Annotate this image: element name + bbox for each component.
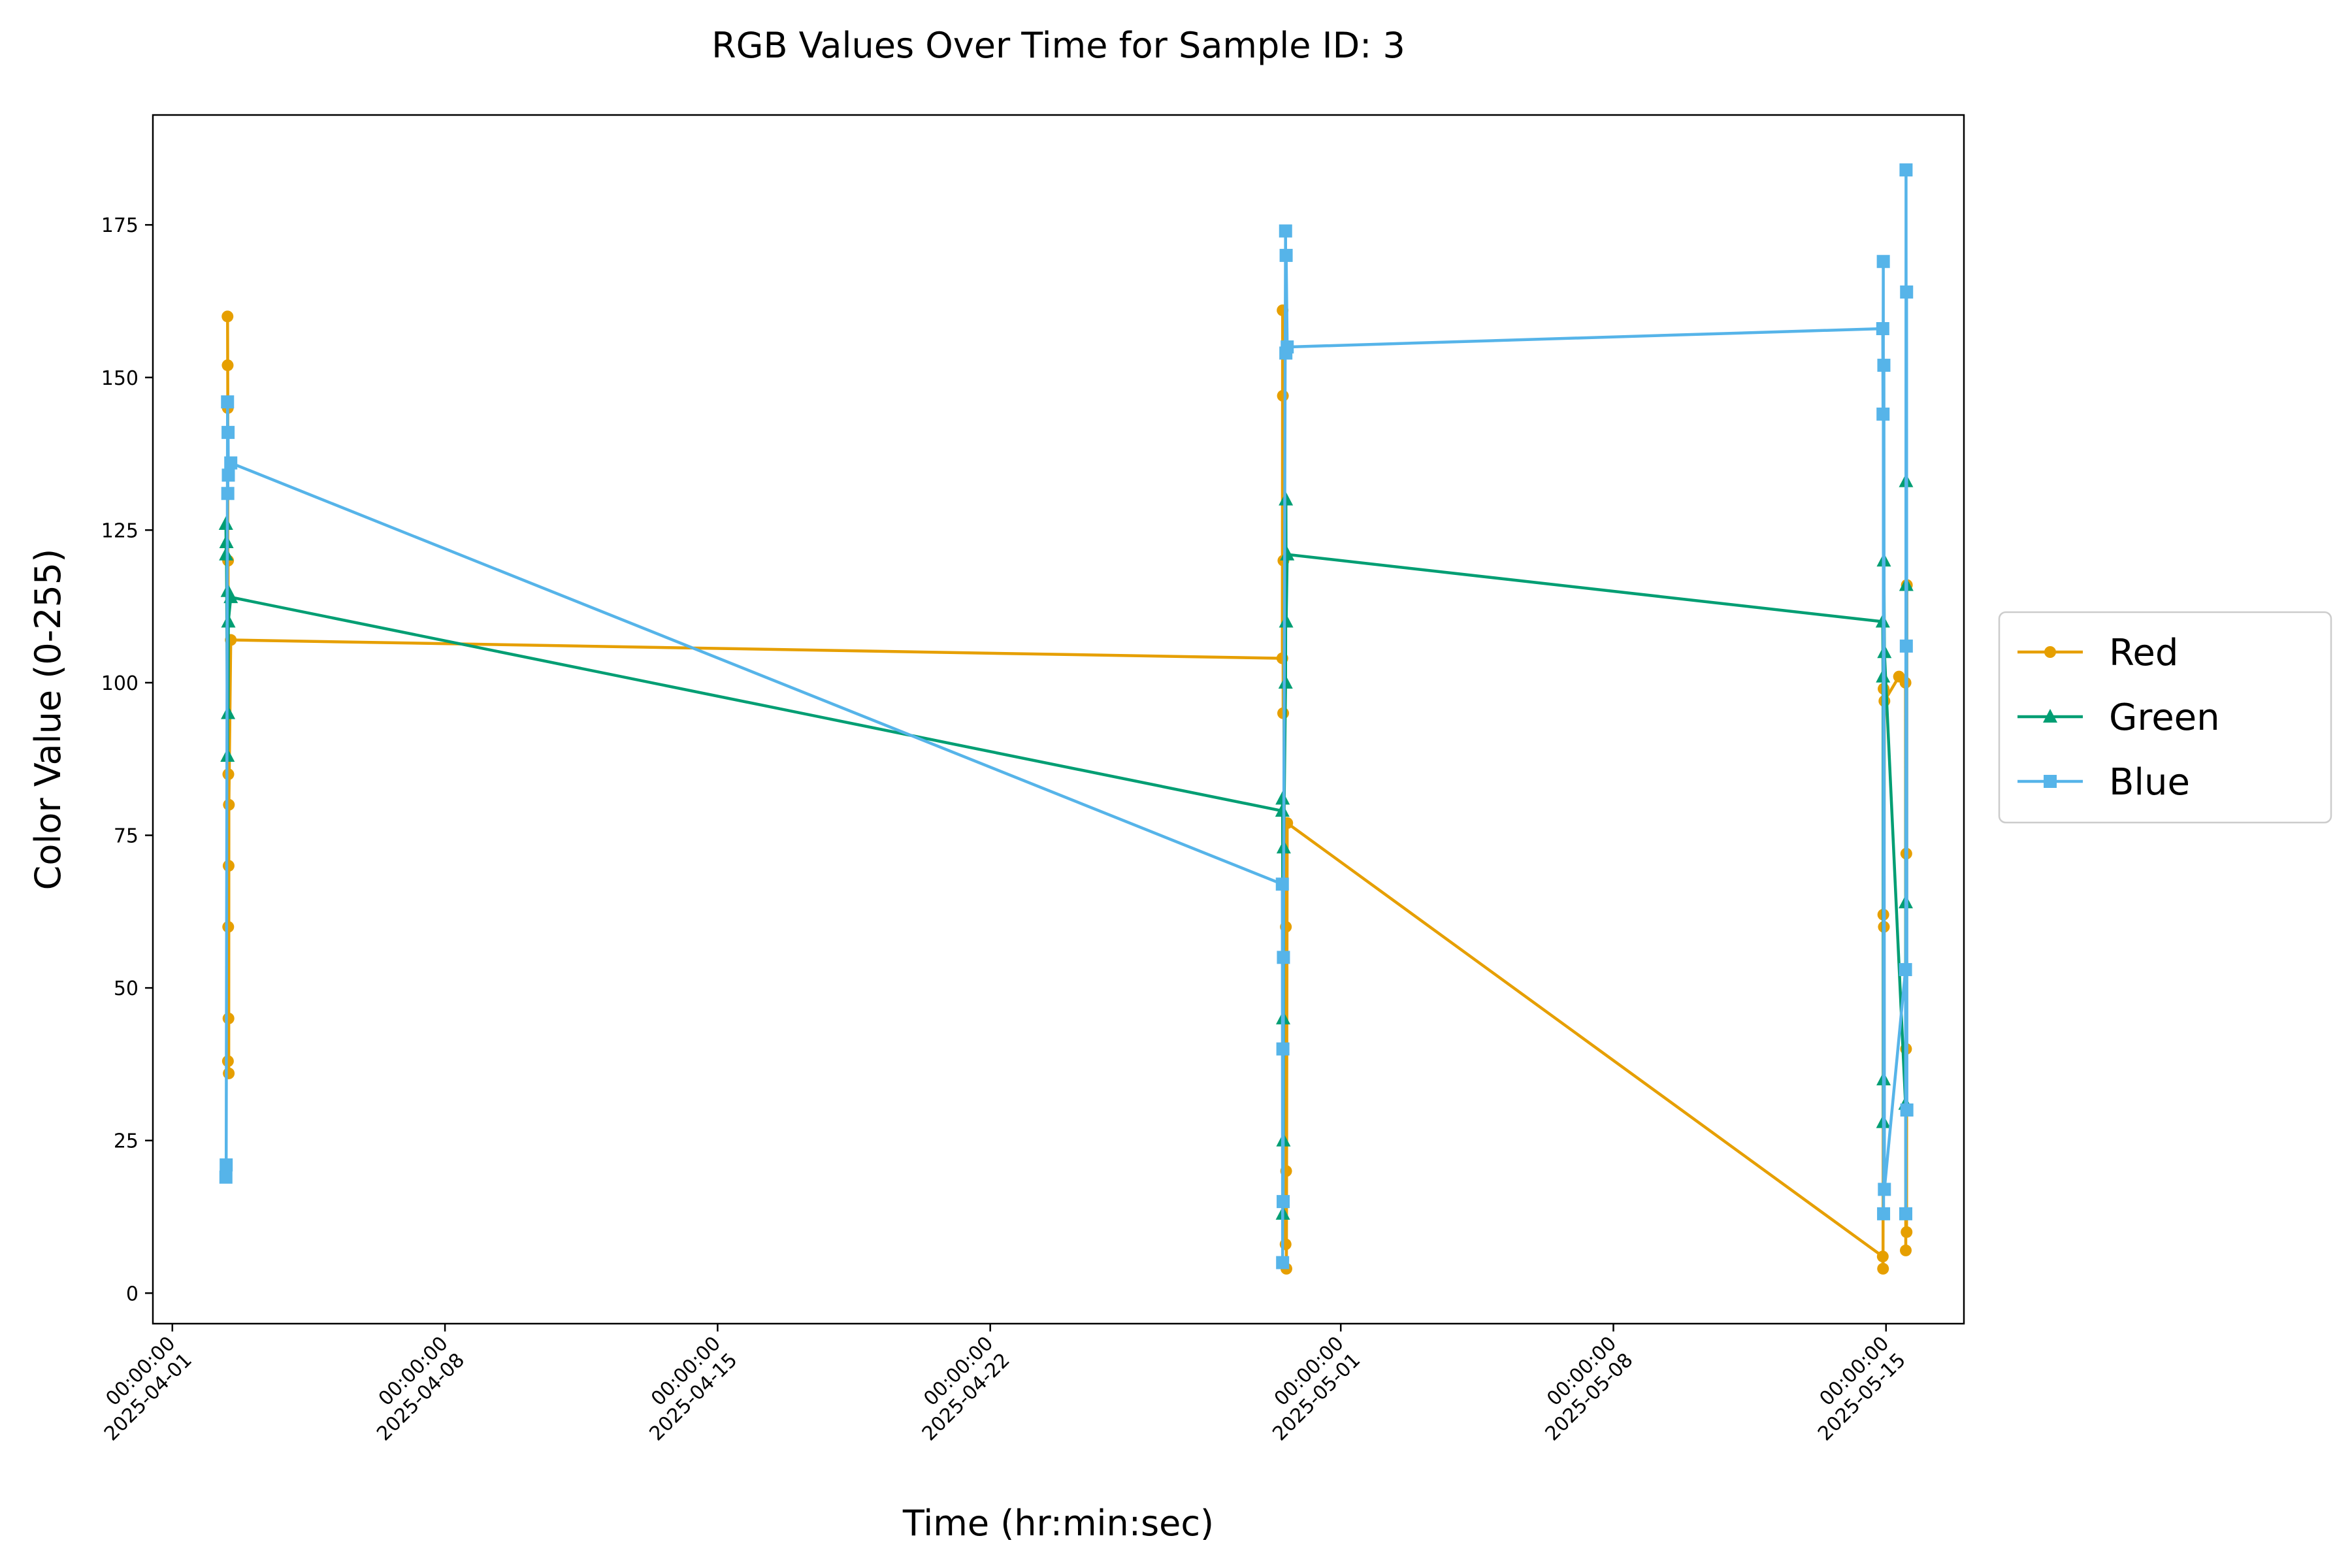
- legend-marker-green: [2043, 709, 2057, 723]
- red-point-30: [1899, 1244, 1912, 1256]
- red-point-33: [1901, 1226, 1913, 1238]
- blue-point-7: [1275, 877, 1289, 891]
- blue-point-12: [1279, 224, 1292, 238]
- y-tick-label-6: 150: [101, 367, 139, 390]
- legend-item-green: Green: [2017, 696, 2220, 739]
- red-point-1: [221, 359, 234, 372]
- blue-point-17: [1876, 407, 1890, 421]
- red-point-14: [1277, 389, 1289, 402]
- y-tick-label-5: 125: [101, 519, 139, 542]
- blue-point-0: [219, 1170, 233, 1184]
- blue-point-15: [1281, 340, 1294, 354]
- y-axis-title: Color Value (0-255): [27, 549, 69, 890]
- red-point-0: [221, 310, 234, 323]
- blue-point-21: [1878, 1183, 1891, 1196]
- blue-point-24: [1899, 163, 1913, 177]
- legend-box: [1998, 611, 2332, 824]
- blue-point-25: [1899, 639, 1913, 653]
- blue-point-23: [1899, 1207, 1912, 1220]
- y-tick-label-2: 50: [114, 977, 139, 1000]
- legend-item-red: Red: [2017, 632, 2178, 674]
- blue-point-5: [221, 468, 235, 482]
- y-tick-label-4: 100: [101, 672, 139, 695]
- blue-point-10: [1277, 1195, 1290, 1209]
- legend-label-green: Green: [2109, 696, 2220, 739]
- blue-point-19: [1877, 1207, 1891, 1220]
- x-axis-title: Time (hr:min:sec): [902, 1503, 1214, 1544]
- y-tick-label-0: 0: [126, 1282, 139, 1305]
- plot-layer: [218, 163, 1914, 1275]
- red-point-22: [1876, 1250, 1889, 1263]
- blue-point-18: [1876, 255, 1890, 269]
- legend-marker-blue: [2044, 775, 2057, 788]
- series-blue: [219, 163, 1914, 1269]
- legend-label-blue: Blue: [2109, 761, 2190, 804]
- blue-point-26: [1900, 285, 1914, 299]
- red-point-10: [223, 798, 235, 811]
- red-point-7: [222, 1012, 235, 1024]
- blue-point-4: [221, 425, 235, 439]
- blue-point-8: [1276, 1256, 1290, 1269]
- blue-point-3: [221, 487, 235, 500]
- green-point-16: [1279, 613, 1294, 628]
- green-point-8: [1275, 803, 1290, 817]
- blue-point-16: [1876, 322, 1889, 336]
- y-tick-label-7: 175: [101, 214, 139, 237]
- red-point-9: [223, 1067, 235, 1079]
- legend: Red Green Blue: [1998, 611, 2332, 824]
- blue-line: [224, 168, 1908, 1264]
- chart-title: RGB Values Over Time for Sample ID: 3: [711, 25, 1405, 66]
- blue-point-2: [221, 395, 235, 409]
- red-point-23: [1877, 1262, 1889, 1275]
- blue-point-1: [220, 1158, 233, 1172]
- red-point-8: [222, 860, 235, 872]
- legend-label-red: Red: [2109, 632, 2178, 674]
- blue-point-27: [1900, 1103, 1914, 1117]
- plot-frame: [152, 114, 1965, 1325]
- blue-point-22: [1899, 963, 1912, 977]
- blue-point-20: [1877, 359, 1891, 372]
- y-tick-label-1: 25: [114, 1130, 139, 1153]
- red-point-5: [222, 921, 235, 933]
- legend-item-blue: Blue: [2017, 761, 2190, 804]
- blue-point-6: [224, 456, 238, 470]
- blue-point-14: [1279, 248, 1293, 262]
- blue-point-9: [1276, 1042, 1290, 1056]
- blue-point-11: [1277, 951, 1290, 964]
- y-tick-label-3: 75: [114, 825, 139, 848]
- legend-marker-red: [2044, 646, 2056, 658]
- red-point-3: [221, 1055, 234, 1068]
